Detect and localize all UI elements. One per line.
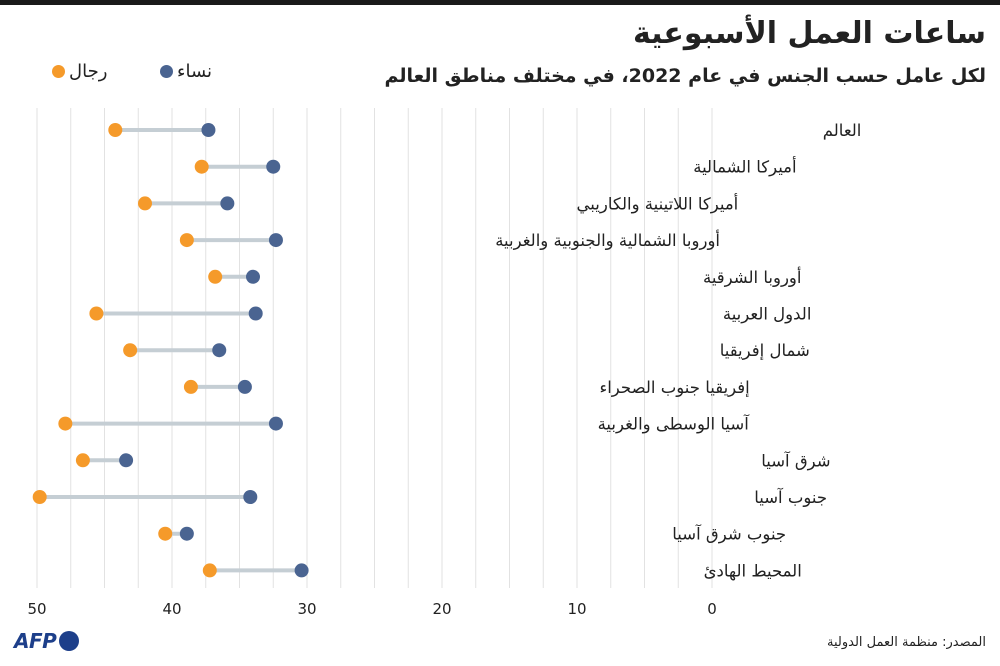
- women-point: [201, 123, 216, 137]
- category-label: أوروبا الشمالية والجنوبية والغربية: [495, 229, 720, 251]
- category-label: أوروبا الشرقية: [703, 266, 802, 288]
- afp-logo: AFP: [14, 629, 80, 653]
- men-point: [138, 196, 152, 211]
- afp-logo-disc: [59, 631, 80, 651]
- category-label: جنوب شرق آسيا: [672, 525, 786, 545]
- women-point: [268, 416, 283, 431]
- chart-title: ساعات العمل الأسبوعية: [632, 16, 986, 51]
- category-label: آسيا الوسطى والغربية: [598, 415, 751, 435]
- women-point: [220, 196, 235, 211]
- x-tick-label: 50: [27, 600, 46, 618]
- x-tick-label: 0: [707, 600, 717, 618]
- women-point: [179, 526, 194, 541]
- men-point: [75, 453, 90, 468]
- x-tick-label: 30: [297, 600, 316, 618]
- legend-women: نساء: [160, 61, 212, 82]
- legend-men-dot: [52, 65, 65, 78]
- women-point: [268, 233, 283, 248]
- category-label: المحيط الهادئ: [704, 561, 802, 581]
- men-point: [179, 233, 194, 248]
- men-point: [208, 269, 223, 284]
- x-tick-label: 20: [432, 600, 451, 618]
- legend-men-label: رجال: [69, 61, 108, 82]
- category-label: الدول العربية: [723, 305, 812, 325]
- men-point: [183, 379, 198, 394]
- women-point: [246, 269, 260, 284]
- category-label: جنوب آسيا: [754, 488, 827, 508]
- x-tick-label: 10: [567, 600, 586, 618]
- men-point: [123, 343, 138, 358]
- legend-men: رجال: [52, 61, 107, 82]
- legend-women-label: نساء: [177, 61, 213, 82]
- top-bar: [0, 0, 1000, 5]
- category-label: أميركا اللاتينية والكاريبي: [577, 192, 739, 214]
- category-label: إفريقيا جنوب الصحراء: [599, 378, 749, 398]
- category-label: العالم: [823, 121, 862, 140]
- women-point: [266, 159, 281, 174]
- men-point: [32, 490, 47, 504]
- category-label: شرق آسيا: [761, 451, 830, 471]
- legend-women-dot: [160, 65, 173, 78]
- men-point: [58, 416, 73, 431]
- men-point: [89, 306, 104, 321]
- dumbbell-chart: 50 40 30 20 10 0 العالم أميركا الشمالية أميركا ا…: [27, 108, 862, 618]
- women-point: [119, 453, 134, 468]
- source-note: المصدر: منظمة العمل الدولية: [826, 635, 986, 650]
- afp-logo-text: AFP: [14, 629, 57, 653]
- category-label: أميركا الشمالية: [693, 156, 796, 178]
- x-tick-label: 40: [162, 600, 181, 618]
- category-label: شمال إفريقيا: [720, 341, 810, 361]
- chart-subtitle: لكل عامل حسب الجنس في عام 2022، في مختلف…: [384, 65, 986, 87]
- women-point: [212, 343, 227, 358]
- women-point: [248, 306, 263, 321]
- men-point: [108, 123, 123, 137]
- women-point: [237, 379, 252, 394]
- men-point: [158, 526, 173, 541]
- women-point: [294, 563, 309, 578]
- men-point: [202, 563, 217, 578]
- men-point: [194, 159, 209, 174]
- women-point: [243, 490, 258, 504]
